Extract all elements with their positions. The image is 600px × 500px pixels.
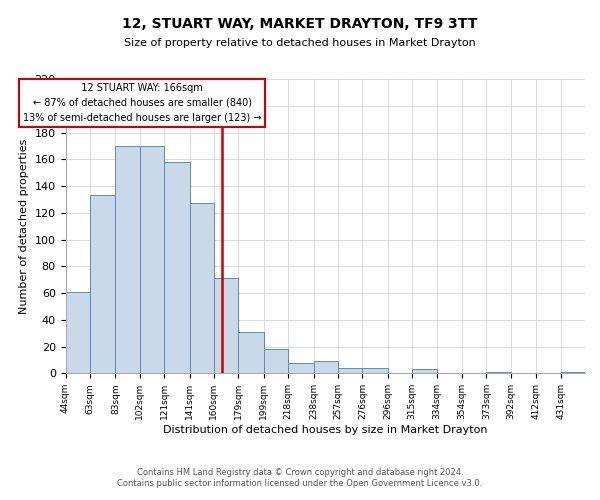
Bar [314, 362, 338, 374]
Bar [362, 368, 388, 374]
Bar [288, 362, 314, 374]
Bar [487, 372, 511, 374]
Bar [65, 292, 90, 374]
Bar [140, 146, 164, 374]
Bar [164, 162, 190, 374]
Bar [190, 204, 214, 374]
Text: 12, STUART WAY, MARKET DRAYTON, TF9 3TT: 12, STUART WAY, MARKET DRAYTON, TF9 3TT [122, 18, 478, 32]
Y-axis label: Number of detached properties: Number of detached properties [19, 138, 29, 314]
Bar [214, 278, 238, 374]
Bar [412, 370, 437, 374]
Bar [115, 146, 140, 374]
Bar [264, 350, 288, 374]
Text: Size of property relative to detached houses in Market Drayton: Size of property relative to detached ho… [124, 38, 476, 48]
Bar [90, 196, 115, 374]
Text: Contains HM Land Registry data © Crown copyright and database right 2024.
Contai: Contains HM Land Registry data © Crown c… [118, 468, 482, 487]
Text: 12 STUART WAY: 166sqm  
← 87% of detached houses are smaller (840)
13% of semi-d: 12 STUART WAY: 166sqm ← 87% of detached … [23, 83, 262, 122]
Bar [238, 332, 264, 374]
X-axis label: Distribution of detached houses by size in Market Drayton: Distribution of detached houses by size … [163, 425, 488, 435]
Bar [338, 368, 362, 374]
Bar [560, 372, 585, 374]
